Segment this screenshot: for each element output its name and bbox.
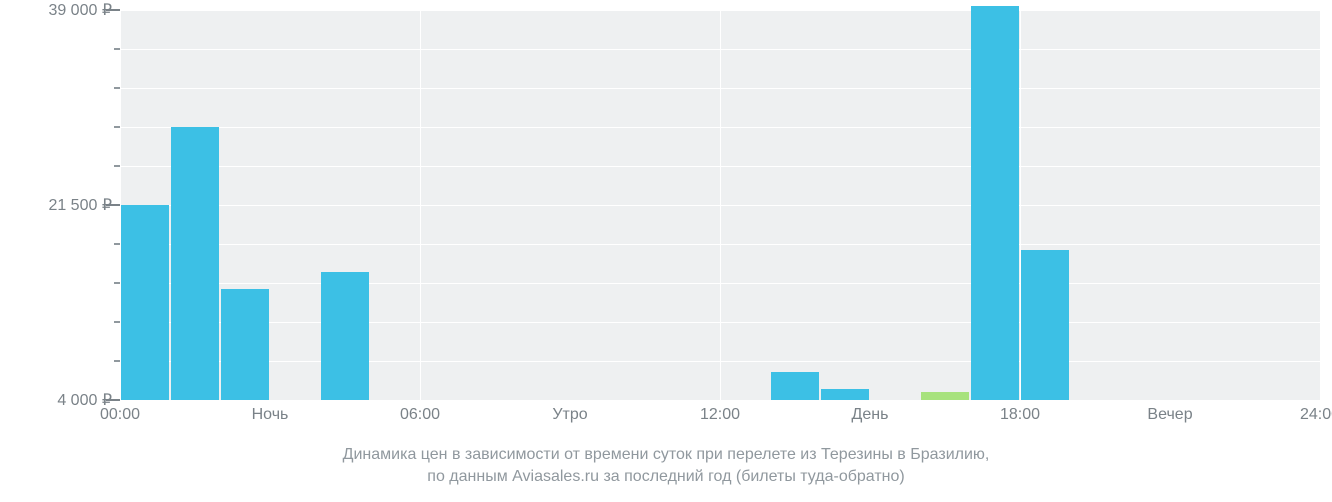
xtick-hour-label: 18:00 — [1000, 406, 1040, 424]
xtick-hour-label: 24:00 — [1300, 406, 1332, 424]
plot-area — [120, 10, 1320, 400]
price-bar — [771, 372, 819, 400]
ytick-minor-mark — [114, 243, 120, 245]
ytick-minor-mark — [114, 321, 120, 323]
xtick-hour-label: 12:00 — [700, 406, 740, 424]
ytick-minor-mark — [114, 87, 120, 89]
ytick-minor-mark — [114, 360, 120, 362]
ytick-minor-mark — [114, 165, 120, 167]
price-bar — [971, 6, 1019, 400]
ytick-label: 21 500 ₽ — [12, 195, 112, 215]
ytick-minor-mark — [114, 48, 120, 50]
price-bar — [321, 272, 369, 400]
chart-caption-line1: Динамика цен в зависимости от времени су… — [0, 444, 1332, 466]
gridline — [120, 400, 1320, 401]
xtick-segment-label: Утро — [552, 406, 587, 424]
xtick-segment-label: Вечер — [1147, 406, 1192, 424]
price-by-hour-chart: 4 000 ₽ 21 500 ₽ 39 000 ₽ 00:00 06:00 12:00 1… — [0, 0, 1332, 502]
hour-gridline — [1320, 10, 1321, 400]
xtick-hour-label: 00:00 — [100, 406, 140, 424]
ytick-minor-mark — [114, 282, 120, 284]
ytick-label: 39 000 ₽ — [12, 0, 112, 20]
xtick-segment-label: День — [852, 406, 889, 424]
price-bar — [221, 289, 269, 400]
hour-gridline — [420, 10, 421, 400]
ytick-label: 4 000 ₽ — [12, 390, 112, 410]
price-bar — [171, 127, 219, 400]
price-bar — [1021, 250, 1069, 400]
chart-caption-line2: по данным Aviasales.ru за последний год … — [0, 466, 1332, 488]
hour-gridline — [720, 10, 721, 400]
price-bar — [921, 392, 969, 400]
ytick-minor-mark — [114, 126, 120, 128]
price-bar — [121, 205, 169, 400]
xtick-segment-label: Ночь — [252, 406, 289, 424]
xtick-hour-label: 06:00 — [400, 406, 440, 424]
price-bar — [821, 389, 869, 400]
